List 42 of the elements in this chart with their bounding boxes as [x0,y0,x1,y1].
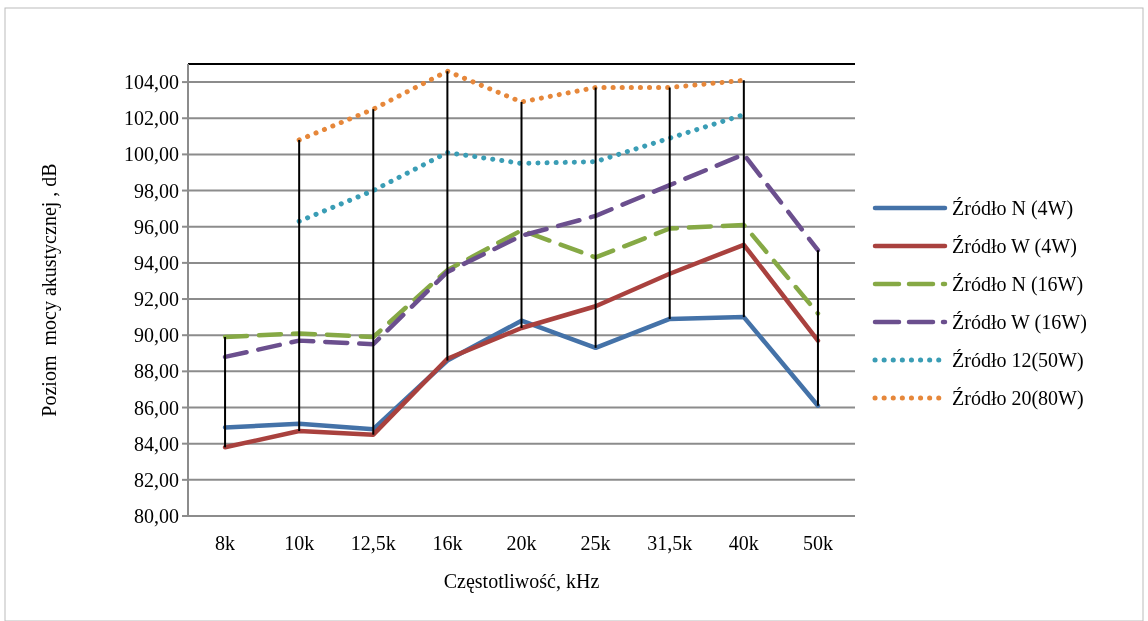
line-series [222,222,821,340]
y-tick-label: 104,00 [124,71,179,94]
x-axis-title: Częstotliwość, kHz [443,570,600,593]
bar [816,250,819,406]
legend-label: Źródło 12(50W) [952,349,1084,372]
bar [668,87,671,319]
x-tick-label: 10k [284,532,315,554]
y-tick-label: 90,00 [134,324,179,347]
y-tick-label: 92,00 [134,288,179,311]
y-tick-label: 80,00 [134,505,179,527]
bar [372,109,375,435]
bar [520,101,523,328]
legend-label: Źródło N (4W) [952,197,1074,220]
line-series [222,242,821,450]
bar [742,80,745,318]
x-tick-label: 8k [215,532,236,554]
legend-label: Źródło W (16W) [952,311,1087,334]
x-tick-label: 50k [802,532,833,554]
legend-label: Źródło 20(80W) [952,387,1084,410]
y-tick-label: 84,00 [134,432,179,455]
x-tick-label: 31,5k [647,532,693,554]
y-tick-label: 102,00 [124,107,179,130]
x-tick-label: 12,5k [350,532,396,554]
bar [224,337,227,448]
x-tick-label: 16k [432,532,463,554]
bar [298,139,301,432]
y-tick-label: 86,00 [134,396,179,419]
y-tick-label: 100,00 [124,143,179,166]
y-axis-title: Poziom mocy akustycznej , dB [38,163,61,417]
x-tick-label: 25k [580,532,611,554]
x-tick-label: 20k [506,532,537,554]
y-tick-label: 94,00 [134,251,179,274]
legend-label: Źródło W (4W) [952,235,1077,258]
legend-label: Źródło N (16W) [952,273,1084,296]
x-tick-label: 40k [728,532,759,554]
y-tick-label: 96,00 [134,215,179,238]
y-tick-label: 98,00 [134,179,179,202]
y-tick-label: 82,00 [134,468,179,491]
bar [446,71,449,361]
bar [594,87,597,348]
y-tick-label: 88,00 [134,360,179,383]
line-series [222,152,821,360]
